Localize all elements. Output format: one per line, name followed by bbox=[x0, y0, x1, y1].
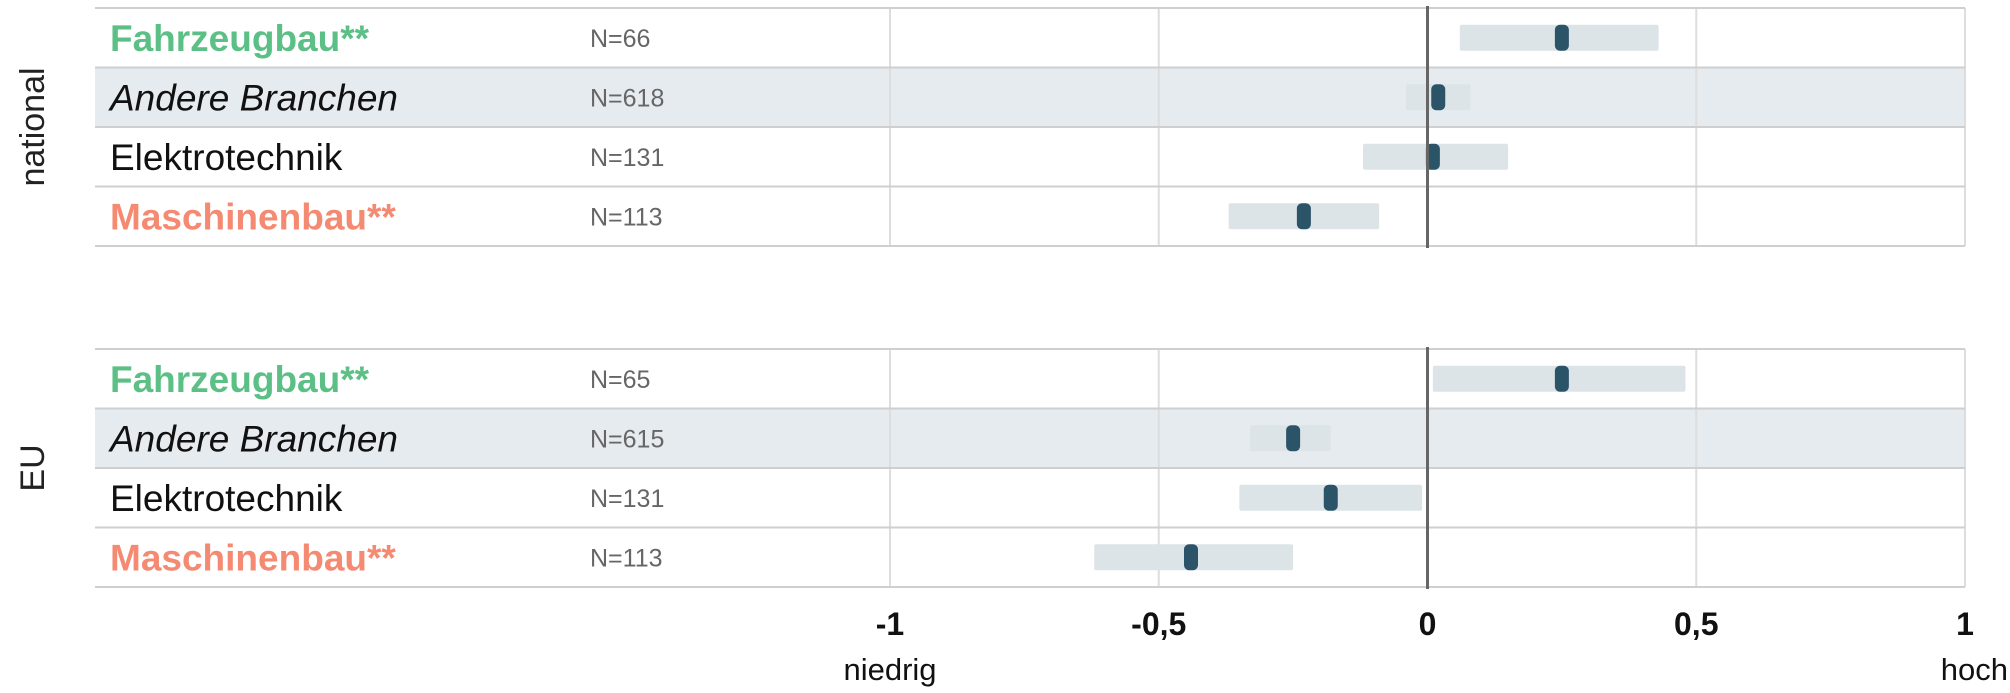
estimate-marker bbox=[1554, 24, 1569, 51]
estimate-marker bbox=[1323, 484, 1338, 511]
category-label: Elektrotechnik bbox=[110, 478, 343, 519]
panel-group-label: EU bbox=[14, 444, 52, 491]
sample-size-label: N=65 bbox=[590, 366, 650, 394]
category-label: Andere Branchen bbox=[108, 418, 398, 459]
row-highlight-band bbox=[95, 408, 1965, 468]
category-label: Maschinenbau** bbox=[110, 196, 396, 237]
x-tick-label: 1 bbox=[1956, 606, 1974, 642]
sample-size-label: N=131 bbox=[590, 144, 664, 172]
sample-size-label: N=113 bbox=[590, 203, 663, 231]
category-label: Maschinenbau** bbox=[110, 537, 396, 578]
category-label: Andere Branchen bbox=[108, 77, 398, 118]
category-label: Fahrzeugbau** bbox=[110, 18, 370, 59]
sample-size-label: N=131 bbox=[590, 485, 664, 513]
estimate-marker bbox=[1296, 203, 1311, 230]
estimate-marker bbox=[1431, 84, 1446, 111]
estimate-marker bbox=[1286, 425, 1301, 452]
estimate-marker bbox=[1554, 365, 1569, 392]
estimate-marker bbox=[1184, 544, 1198, 571]
row-highlight-band bbox=[95, 67, 1965, 127]
sample-size-label: N=113 bbox=[590, 544, 663, 572]
panel-group-label: national bbox=[14, 67, 52, 186]
category-label: Elektrotechnik bbox=[110, 137, 343, 178]
x-tick-label: 0,5 bbox=[1674, 606, 1718, 642]
x-tick-label: -1 bbox=[876, 606, 904, 642]
x-tick-label: -0,5 bbox=[1131, 606, 1186, 642]
x-tick-label: 0 bbox=[1419, 606, 1437, 642]
sample-size-label: N=618 bbox=[590, 84, 664, 112]
x-low-label: niedrig bbox=[843, 652, 936, 687]
estimate-marker bbox=[1425, 143, 1440, 170]
sample-size-label: N=615 bbox=[590, 425, 664, 453]
category-label: Fahrzeugbau** bbox=[110, 359, 370, 400]
x-high-label: hoch bbox=[1941, 652, 2008, 687]
sample-size-label: N=66 bbox=[590, 25, 650, 53]
